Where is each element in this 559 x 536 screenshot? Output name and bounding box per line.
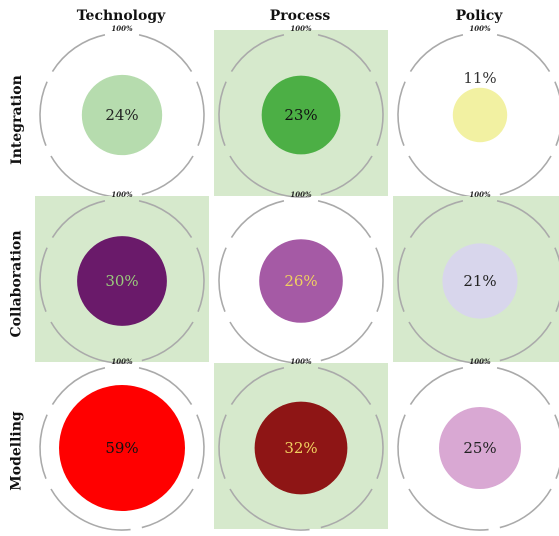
value-label-integration-technology: 24%: [105, 106, 138, 124]
reference-ring-segment-modelling-process: [317, 367, 372, 405]
value-label-integration-policy: 11%: [463, 69, 496, 87]
reference-ring-segment-integration-policy: [499, 155, 552, 196]
max-label-integration-process: 100%: [290, 24, 312, 33]
reference-ring-segment-collaboration-process: [320, 321, 373, 362]
reference-ring-segment-modelling-policy: [496, 367, 551, 405]
reference-ring-segment-modelling-process: [229, 488, 310, 531]
bubble-collaboration-policy: [442, 243, 518, 319]
reference-ring-segment-integration-technology: [138, 34, 193, 72]
max-label-modelling-process: 100%: [290, 357, 312, 366]
reference-ring-segment-collaboration-process: [317, 200, 372, 238]
max-label-integration-technology: 100%: [111, 24, 133, 33]
reference-ring-segment-modelling-process: [230, 367, 285, 405]
reference-ring-segment-modelling-process: [320, 488, 373, 529]
reference-ring-segment-collaboration-technology: [51, 200, 106, 238]
reference-ring-segment-collaboration-policy: [499, 321, 552, 362]
max-label-modelling-technology: 100%: [111, 357, 133, 366]
reference-ring-segment-collaboration-technology: [196, 247, 205, 313]
reference-ring-segment-integration-process: [218, 81, 227, 147]
bubble-collaboration-technology: [77, 236, 167, 326]
reference-ring-segment-integration-technology: [141, 155, 194, 196]
max-label-collaboration-process: 100%: [290, 190, 312, 199]
reference-ring-segment-integration-policy: [397, 81, 406, 147]
bubble-modelling-process: [254, 401, 348, 495]
value-label-modelling-policy: 25%: [463, 439, 496, 457]
reference-ring-segment-integration-process: [230, 34, 285, 72]
reference-ring-segment-modelling-technology: [196, 414, 205, 480]
reference-ring-segment-modelling-policy: [408, 488, 489, 531]
reference-ring-segment-modelling-process: [375, 414, 384, 480]
reference-ring-segment-integration-process: [320, 155, 373, 196]
bubble-integration-policy: [452, 87, 508, 143]
value-label-collaboration-process: 26%: [284, 272, 317, 290]
reference-ring-segment-collaboration-policy: [554, 247, 559, 313]
reference-ring-segment-modelling-policy: [409, 367, 464, 405]
reference-ring-segment-collaboration-process: [218, 247, 227, 313]
max-label-modelling-policy: 100%: [469, 357, 491, 366]
column-header-policy: Policy: [455, 8, 503, 24]
reference-ring-segment-modelling-technology: [39, 414, 48, 480]
bubble-integration-process: [261, 75, 341, 155]
reference-ring-segment-collaboration-process: [375, 247, 384, 313]
reference-ring-segment-collaboration-technology: [50, 321, 131, 364]
reference-ring-segment-integration-policy: [409, 34, 464, 72]
reference-ring-segment-collaboration-process: [230, 200, 285, 238]
reference-ring-segment-integration-process: [229, 155, 310, 198]
max-label-integration-policy: 100%: [469, 24, 491, 33]
reference-ring-segment-modelling-technology: [50, 488, 131, 531]
value-label-collaboration-policy: 21%: [463, 272, 496, 290]
reference-ring-segment-collaboration-policy: [496, 200, 551, 238]
bubble-collaboration-process: [259, 239, 343, 323]
column-header-process: Process: [269, 8, 331, 24]
reference-ring-segment-modelling-technology: [138, 367, 193, 405]
reference-ring-segment-modelling-technology: [51, 367, 106, 405]
reference-ring-segment-collaboration-technology: [141, 321, 194, 362]
bubble-integration-technology: [81, 74, 163, 156]
value-label-collaboration-technology: 30%: [105, 272, 138, 290]
bubble-modelling-technology: [59, 385, 185, 511]
reference-ring-segment-collaboration-process: [229, 321, 310, 364]
reference-ring-segment-integration-process: [317, 34, 372, 72]
reference-ring-segment-collaboration-technology: [39, 247, 48, 313]
reference-ring-segment-collaboration-policy: [408, 321, 489, 364]
column-header-technology: Technology: [76, 8, 166, 24]
reference-ring-segment-modelling-technology: [141, 488, 194, 529]
reference-ring-segment-integration-process: [375, 81, 384, 147]
reference-ring-segment-integration-policy: [554, 81, 559, 147]
value-label-modelling-process: 32%: [284, 439, 317, 457]
max-label-collaboration-technology: 100%: [111, 190, 133, 199]
value-label-integration-process: 23%: [284, 106, 317, 124]
reference-ring-segment-integration-technology: [196, 81, 205, 147]
max-label-collaboration-policy: 100%: [469, 190, 491, 199]
reference-ring-segment-modelling-policy: [397, 414, 406, 480]
reference-ring-segment-integration-technology: [39, 81, 48, 147]
value-label-modelling-technology: 59%: [105, 439, 138, 457]
reference-ring-segment-integration-policy: [496, 34, 551, 72]
reference-ring-segment-modelling-process: [218, 414, 227, 480]
reference-ring-segment-modelling-policy: [554, 414, 559, 480]
reference-ring-segment-modelling-policy: [499, 488, 552, 529]
bubble-modelling-policy: [439, 407, 521, 489]
reference-ring-segment-collaboration-policy: [409, 200, 464, 238]
reference-ring-segment-collaboration-technology: [138, 200, 193, 238]
reference-ring-segment-integration-technology: [51, 34, 106, 72]
reference-ring-segment-collaboration-policy: [397, 247, 406, 313]
